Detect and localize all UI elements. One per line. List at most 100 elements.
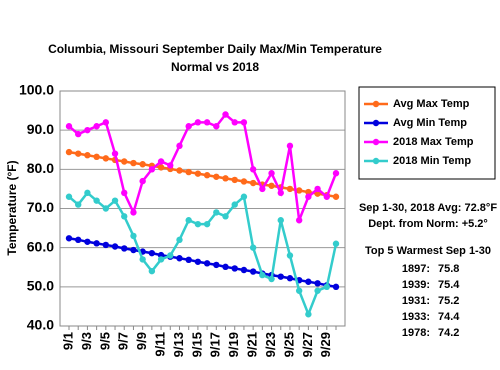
point bbox=[84, 126, 91, 134]
x-tick-label: 9/11 bbox=[153, 332, 168, 357]
point bbox=[102, 119, 110, 126]
point bbox=[268, 170, 275, 177]
point bbox=[185, 123, 192, 130]
plot-border bbox=[59, 90, 346, 327]
point bbox=[65, 193, 73, 200]
legend-marker bbox=[372, 157, 380, 165]
point bbox=[286, 275, 294, 282]
point bbox=[259, 185, 266, 193]
point bbox=[222, 213, 229, 220]
chart-subtitle: Normal vs 2018 bbox=[171, 60, 259, 74]
top5-value: 74.4 bbox=[438, 311, 460, 323]
point bbox=[203, 260, 211, 267]
x-tick-label: 9/7 bbox=[116, 332, 131, 350]
legend-label: 2018 Min Temp bbox=[393, 155, 471, 167]
top5-value: 75.4 bbox=[438, 279, 460, 291]
point bbox=[102, 205, 110, 212]
point bbox=[167, 252, 174, 259]
point bbox=[157, 158, 165, 165]
point bbox=[295, 187, 303, 194]
point bbox=[305, 193, 312, 200]
x-tick-label: 9/5 bbox=[97, 332, 112, 350]
point bbox=[93, 240, 100, 247]
point bbox=[240, 193, 248, 200]
point bbox=[222, 175, 229, 182]
point bbox=[185, 256, 192, 264]
top5-value: 75.2 bbox=[438, 295, 459, 307]
point bbox=[323, 283, 330, 291]
point bbox=[249, 268, 257, 275]
point bbox=[231, 176, 238, 184]
point bbox=[157, 164, 165, 171]
point bbox=[240, 266, 248, 274]
point bbox=[332, 170, 340, 177]
x-tick-label: 9/19 bbox=[226, 332, 241, 357]
x-tick-label: 9/9 bbox=[134, 332, 149, 350]
legend-marker bbox=[372, 119, 380, 127]
point bbox=[65, 148, 73, 156]
legend-label: Avg Min Temp bbox=[393, 117, 467, 129]
point bbox=[102, 241, 110, 249]
top5-year: 1933: bbox=[402, 311, 430, 323]
x-tick-label: 9/25 bbox=[281, 332, 296, 357]
point bbox=[84, 238, 91, 245]
point bbox=[249, 179, 257, 187]
point bbox=[277, 273, 284, 280]
point bbox=[148, 166, 156, 173]
point bbox=[121, 158, 128, 165]
point bbox=[203, 119, 211, 126]
point bbox=[240, 178, 248, 185]
point bbox=[222, 263, 229, 271]
point bbox=[295, 287, 303, 294]
top5-year: 1939: bbox=[402, 279, 430, 291]
y-tick-label: 100.0 bbox=[19, 82, 54, 98]
point bbox=[314, 287, 321, 294]
point bbox=[102, 155, 110, 162]
point bbox=[75, 201, 82, 208]
stat-text: Sep 1-30, 2018 Avg: 72.8°F bbox=[359, 202, 497, 214]
series-line bbox=[68, 112, 338, 221]
point bbox=[231, 265, 238, 272]
point bbox=[111, 243, 119, 250]
point bbox=[176, 167, 183, 174]
point bbox=[259, 271, 266, 279]
point bbox=[268, 182, 275, 189]
point bbox=[295, 217, 303, 224]
y-tick-label: 60.0 bbox=[27, 238, 54, 254]
point bbox=[194, 258, 202, 265]
point bbox=[75, 130, 82, 138]
stat-text: Dept. from Norm: +5.2° bbox=[368, 218, 488, 230]
y-tick-label: 80.0 bbox=[27, 160, 54, 176]
point bbox=[75, 150, 82, 157]
point bbox=[314, 280, 321, 287]
y-tick-label: 50.0 bbox=[27, 278, 54, 294]
point bbox=[176, 142, 183, 150]
point bbox=[332, 283, 340, 291]
point bbox=[167, 162, 174, 169]
point bbox=[194, 119, 202, 126]
point bbox=[130, 159, 137, 167]
point bbox=[121, 189, 128, 197]
legend-label: 2018 Max Temp bbox=[393, 136, 474, 148]
point bbox=[213, 261, 220, 269]
x-tick-label: 9/23 bbox=[263, 332, 278, 357]
y-tick-label: 40.0 bbox=[27, 317, 54, 333]
legend-label: Avg Max Temp bbox=[393, 98, 470, 110]
point bbox=[111, 197, 119, 204]
point bbox=[185, 168, 192, 176]
point bbox=[121, 245, 128, 252]
point bbox=[314, 190, 321, 197]
top5-year: 1897: bbox=[402, 263, 430, 275]
legend-box bbox=[358, 86, 496, 180]
point bbox=[93, 123, 100, 130]
point bbox=[249, 244, 257, 251]
point bbox=[240, 119, 248, 126]
point bbox=[176, 236, 183, 244]
point bbox=[148, 267, 156, 275]
point bbox=[231, 201, 238, 208]
point bbox=[148, 249, 156, 257]
point bbox=[93, 197, 100, 204]
point bbox=[139, 177, 146, 185]
point bbox=[332, 240, 340, 247]
point bbox=[176, 255, 183, 262]
